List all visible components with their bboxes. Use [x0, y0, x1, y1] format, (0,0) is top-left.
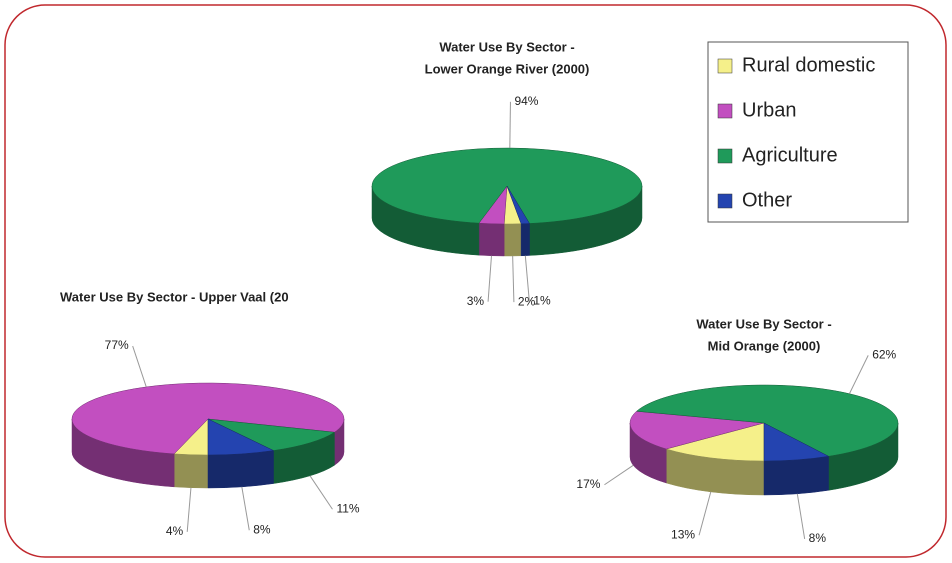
legend-swatch [717, 148, 733, 164]
leader-line [132, 345, 147, 388]
legend-swatch [717, 58, 733, 74]
legend-label: Other [742, 189, 792, 211]
leader-line [309, 475, 333, 510]
legend-label: Rural domestic [742, 54, 875, 76]
leader-line [698, 491, 712, 536]
slice [635, 384, 899, 457]
legend-label: Urban [742, 99, 796, 121]
data-label: 11% [336, 501, 359, 515]
slice-side [478, 222, 505, 257]
data-label: 94% [514, 94, 538, 108]
data-label: 8% [253, 522, 271, 536]
chart-title: Mid Orange (2000) [708, 338, 821, 353]
slice-side [207, 450, 274, 489]
leader-line [509, 101, 511, 149]
leader-line [524, 255, 530, 302]
data-label: 4% [166, 524, 184, 538]
chart-title: Water Use By Sector - [696, 316, 831, 331]
data-label: 13% [671, 527, 695, 541]
chart-title: Lower Orange River (2000) [425, 61, 590, 76]
slice [629, 410, 765, 450]
slice-side [173, 453, 209, 489]
chart-title: Water Use By Sector - Upper Vaal (20 [60, 289, 289, 304]
leader-line [604, 464, 634, 486]
slice-side [520, 223, 530, 257]
data-label: 1% [533, 294, 551, 308]
slice [763, 422, 830, 462]
slice [207, 418, 336, 451]
leader-line [512, 255, 515, 303]
slice [371, 147, 643, 224]
chart-title: Water Use By Sector - [439, 39, 574, 54]
slice [665, 422, 765, 462]
slice [506, 185, 530, 225]
slice-side [503, 223, 522, 257]
leader-line [186, 487, 192, 532]
data-label: 2% [518, 294, 536, 308]
legend-box [707, 41, 909, 223]
leader-line [796, 493, 806, 540]
leader-line [848, 355, 869, 394]
data-label: 8% [809, 531, 827, 545]
data-label: 62% [872, 348, 896, 362]
legend-label: Agriculture [742, 144, 838, 166]
data-label: 17% [576, 477, 600, 491]
slice [207, 418, 275, 456]
data-label: 3% [467, 294, 485, 308]
leader-line [487, 255, 492, 302]
legend-swatch [717, 103, 733, 119]
data-label: 77% [105, 338, 129, 352]
legend-swatch [717, 193, 733, 209]
leader-line [241, 486, 250, 531]
slice-side [763, 456, 829, 496]
